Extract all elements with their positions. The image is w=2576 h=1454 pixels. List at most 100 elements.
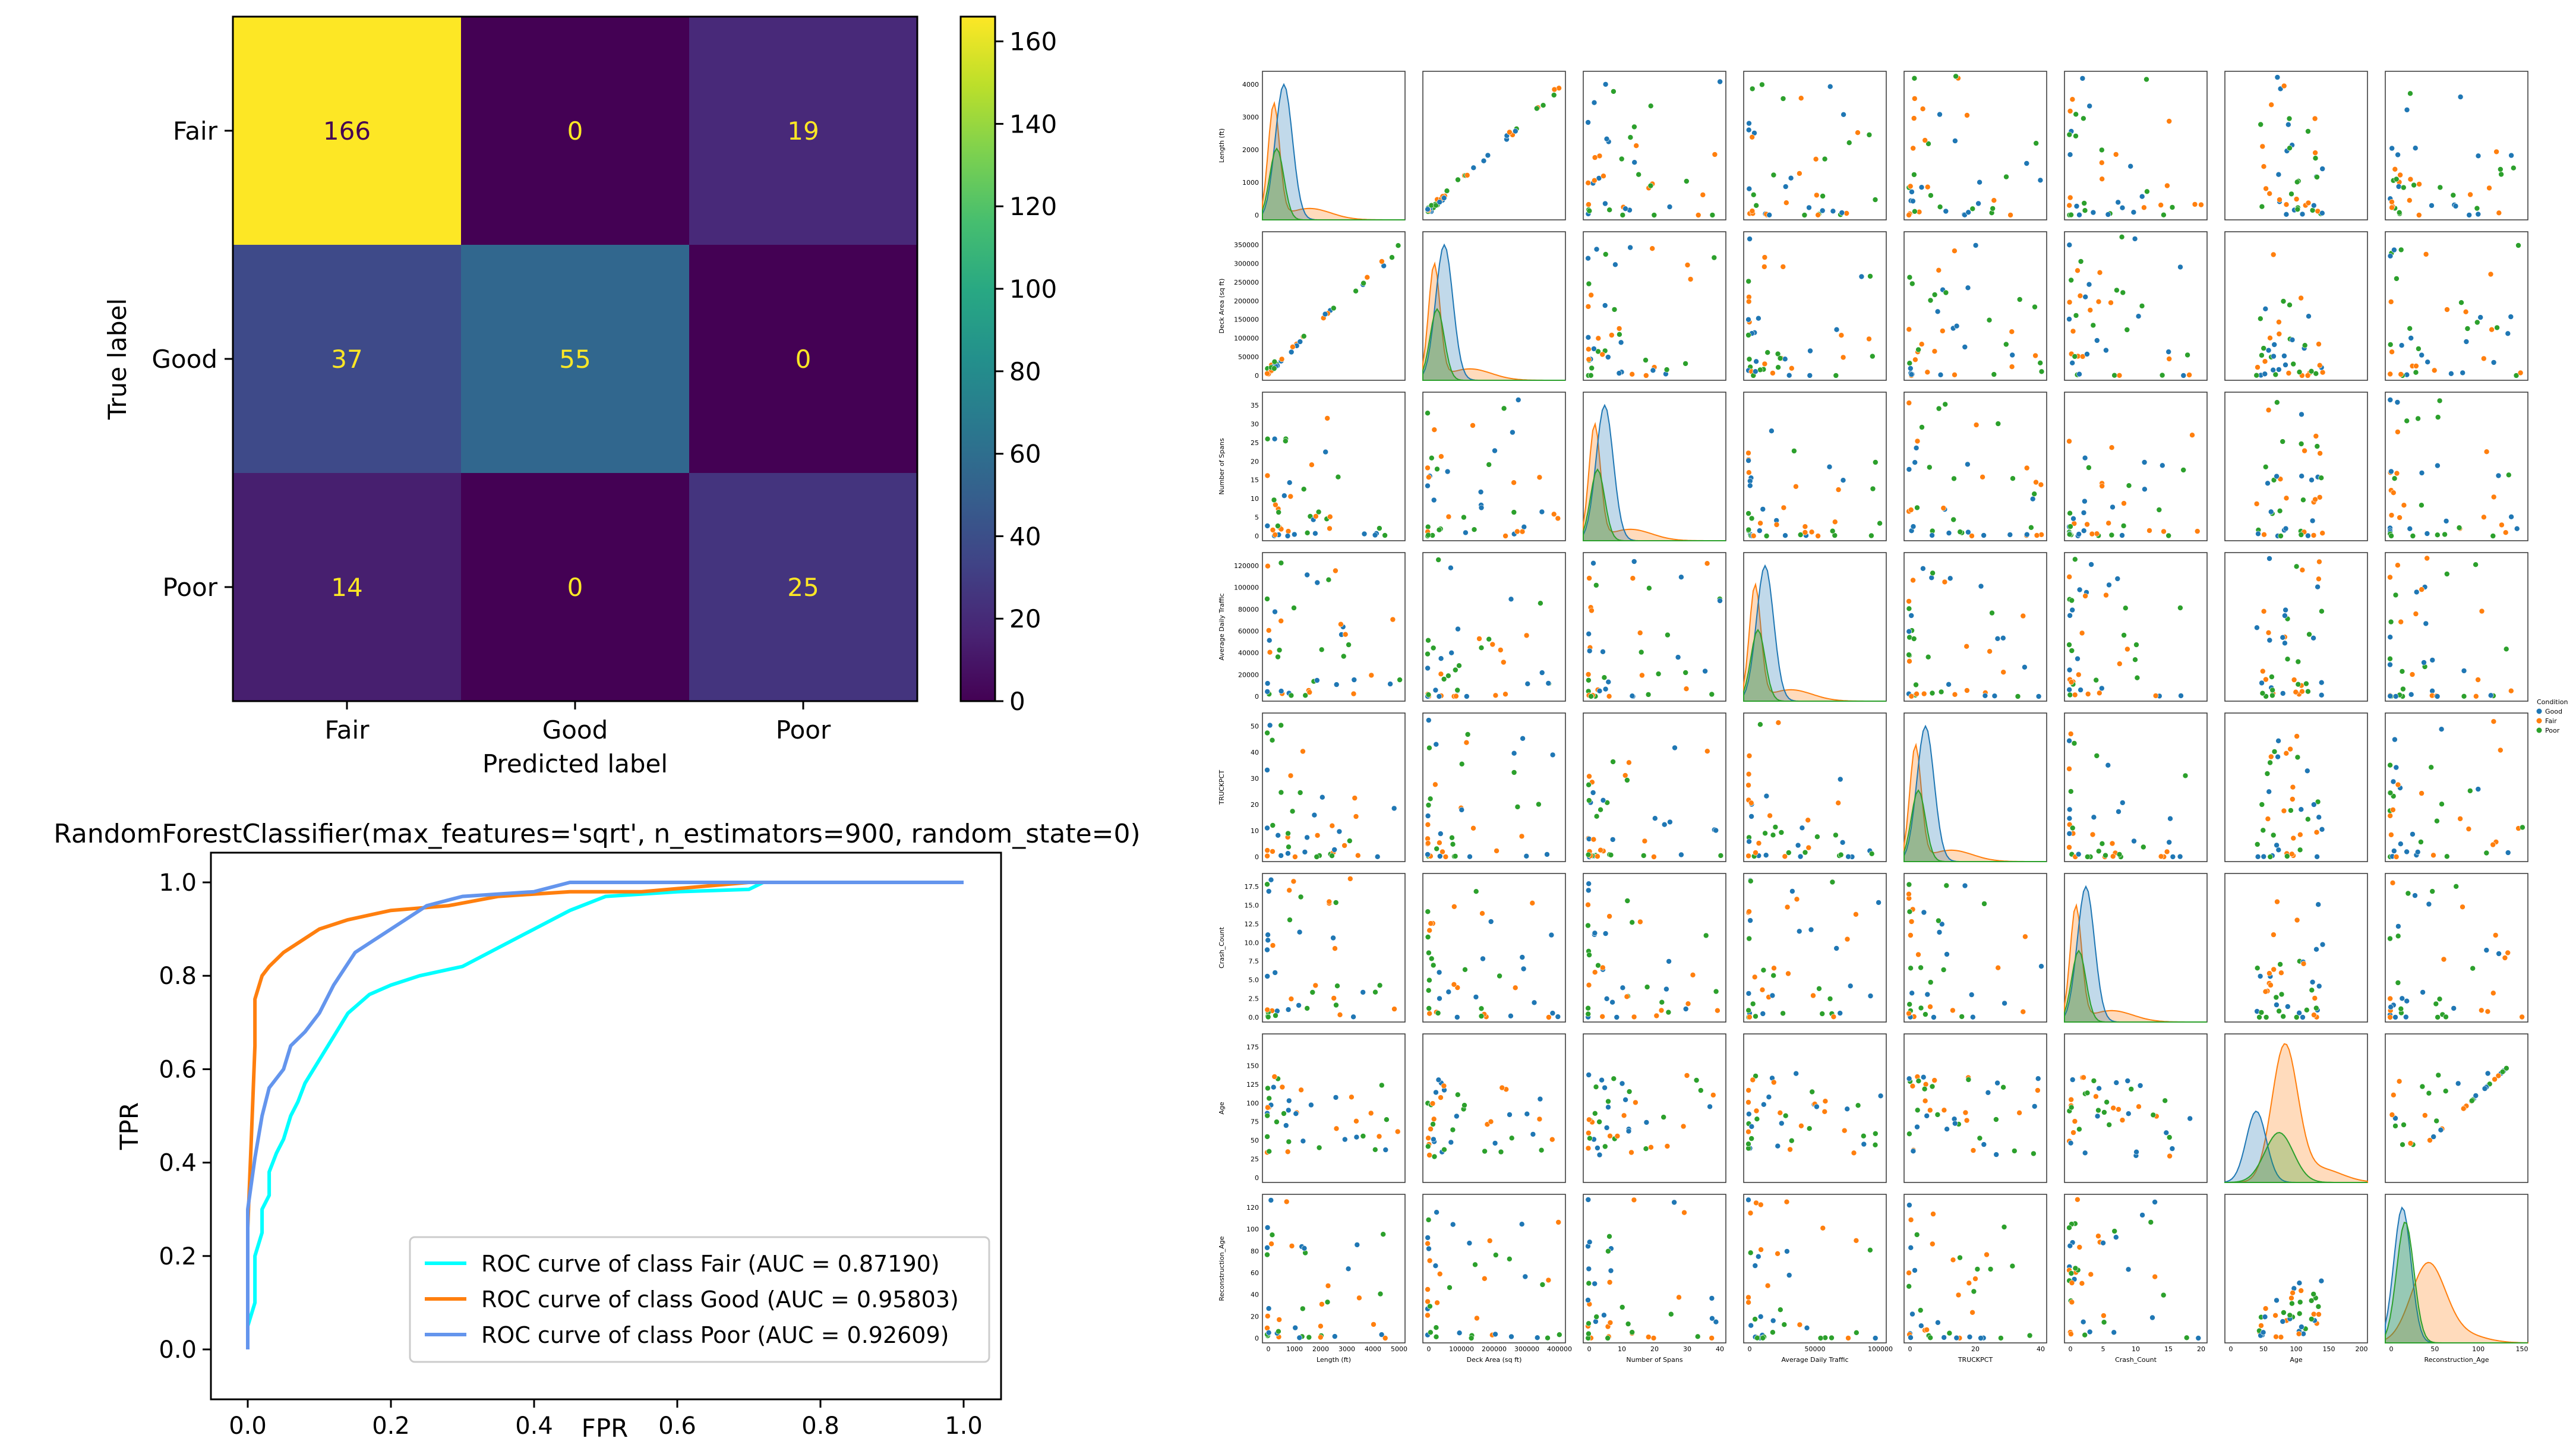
scatter-point: [1585, 211, 1592, 217]
scatter-point: [2260, 1329, 2266, 1336]
scatter-point: [1624, 777, 1630, 783]
scatter-point: [2139, 303, 2145, 309]
panel-frame: [1422, 392, 1566, 541]
scatter-point: [2434, 693, 2441, 699]
scatter-point: [1425, 1312, 1431, 1318]
y-tick-label: 200000: [1234, 297, 1259, 305]
scatter-point: [2302, 447, 2307, 454]
x-axis-label: Average Daily Traffic: [1781, 1356, 1848, 1364]
scatter-point: [2443, 1014, 2449, 1020]
scatter-point: [2082, 294, 2088, 300]
scatter-point: [2067, 1298, 2074, 1304]
scatter-point: [2266, 637, 2273, 644]
y-tick-label: 0: [1255, 693, 1259, 701]
scatter-point: [1292, 531, 1298, 538]
scatter-point: [1760, 1333, 1766, 1339]
scatter-point: [2101, 1319, 2107, 1325]
scatter-point: [1585, 901, 1591, 908]
scatter-point: [1425, 1143, 1431, 1150]
scatter-point: [1781, 504, 1787, 511]
scatter-point: [2403, 1014, 2409, 1020]
scatter-point: [1451, 693, 1457, 699]
scatter-point: [1745, 1300, 1751, 1305]
scatter-point: [2397, 172, 2403, 178]
scatter-point: [1283, 436, 1289, 442]
scatter-point: [1907, 1330, 1913, 1337]
scatter-point: [1286, 1107, 1292, 1114]
scatter-point: [1607, 1133, 1613, 1139]
scatter-point: [1769, 428, 1775, 434]
scatter-point: [1425, 1235, 1431, 1241]
scatter-point: [1745, 526, 1752, 533]
scatter-point: [1391, 805, 1397, 812]
scatter-point: [2283, 362, 2288, 368]
scatter-point: [1433, 1089, 1439, 1096]
scatter-point: [2411, 182, 2417, 188]
scatter-point: [1821, 156, 1828, 162]
scatter-point: [2169, 204, 2176, 210]
scatter-point: [1991, 371, 1997, 377]
scatter-point: [2391, 1092, 2397, 1098]
scatter-point: [1312, 530, 1318, 537]
scatter-point: [1585, 1297, 1591, 1303]
scatter-point: [2487, 692, 2494, 699]
scatter-point: [1908, 965, 1914, 972]
scatter-point: [1600, 173, 1606, 179]
scatter-point: [1843, 210, 1849, 216]
scatter-point: [1621, 1112, 1627, 1119]
scatter-point: [1374, 530, 1379, 537]
scatter-point: [1769, 1075, 1775, 1081]
panel-frame: [2064, 392, 2208, 541]
scatter-point: [1275, 654, 1281, 660]
panel-frame: [1743, 1194, 1887, 1343]
scatter-point: [1956, 1121, 1962, 1127]
scatter-point: [1585, 334, 1592, 340]
scatter-point: [1587, 1117, 1593, 1124]
scatter-point: [1758, 1247, 1764, 1253]
scatter-point: [1906, 1332, 1912, 1338]
scatter-point: [2490, 359, 2497, 365]
kde-curve: [1262, 101, 1405, 220]
y-tick-label: 30: [1251, 775, 1259, 783]
scatter-point: [1592, 930, 1598, 936]
scatter-point: [1590, 836, 1597, 843]
scatter-point: [1766, 1094, 1772, 1100]
y-tick-label: 350000: [1234, 241, 1259, 249]
scatter-point: [2066, 766, 2072, 772]
scatter-point: [1833, 945, 1839, 951]
scatter-point: [1910, 1147, 1917, 1153]
scatter-point: [1279, 1084, 1286, 1090]
scatter-point: [1428, 920, 1434, 926]
scatter-point: [1436, 693, 1442, 699]
scatter-point: [1276, 1328, 1281, 1335]
scatter-point: [2319, 210, 2325, 216]
kde-curve: [1583, 468, 1726, 541]
scatter-point: [2305, 128, 2311, 134]
scatter-point: [1911, 115, 1917, 121]
scatter-point: [2266, 190, 2272, 197]
scatter-point: [2294, 917, 2300, 923]
scatter-point: [2460, 1105, 2467, 1112]
scatter-point: [1808, 529, 1815, 535]
scatter-point: [1360, 280, 1366, 286]
scatter-point: [1626, 759, 1632, 766]
scatter-point: [1598, 806, 1603, 813]
scatter-point: [1970, 1147, 1977, 1153]
y-tick-label: 15: [1251, 477, 1259, 484]
scatter-point: [1745, 1014, 1752, 1020]
scatter-point: [1279, 690, 1285, 697]
scatter-point: [1585, 1335, 1591, 1341]
scatter-point: [1653, 1013, 1660, 1019]
scatter-point: [1473, 994, 1479, 1000]
scatter-point: [1745, 1099, 1751, 1105]
scatter-point: [2000, 635, 2006, 641]
kde-curve: [1743, 564, 1886, 702]
scatter-point: [2022, 664, 2028, 670]
scatter-point: [2296, 1310, 2303, 1317]
x-tick-label: 2000: [1312, 1345, 1329, 1353]
scatter-point: [1587, 645, 1593, 651]
scatter-point: [2490, 693, 2496, 699]
scatter-point: [1803, 532, 1809, 539]
scatter-point: [1455, 626, 1461, 632]
